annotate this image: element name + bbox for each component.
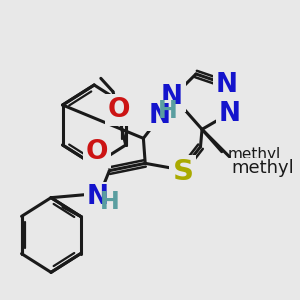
Text: methyl: methyl xyxy=(227,147,280,162)
Text: O: O xyxy=(86,139,109,165)
Text: H: H xyxy=(158,99,178,123)
Text: N: N xyxy=(87,184,109,210)
Text: methyl: methyl xyxy=(231,159,294,177)
Text: N: N xyxy=(219,101,241,127)
Text: N: N xyxy=(161,84,183,110)
Text: N: N xyxy=(216,72,238,98)
Text: S: S xyxy=(172,158,194,186)
Text: H: H xyxy=(100,190,119,214)
Text: O: O xyxy=(108,97,130,123)
Text: N: N xyxy=(148,103,170,129)
